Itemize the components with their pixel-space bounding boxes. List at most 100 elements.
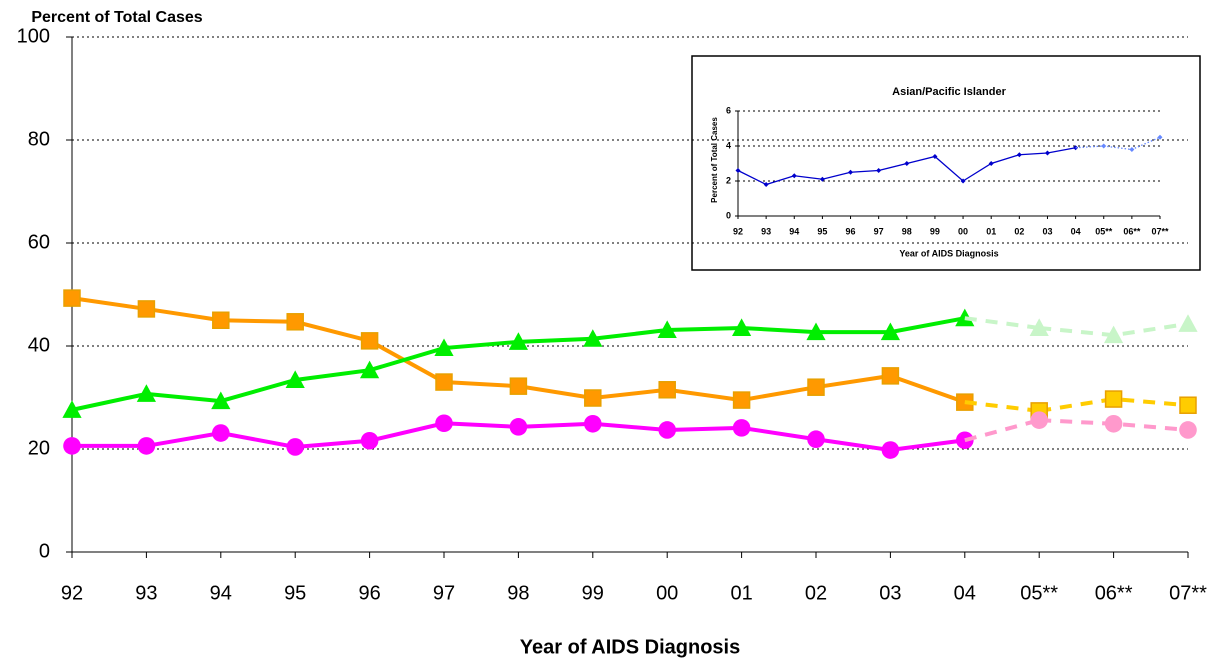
x-tick-label: 96 xyxy=(358,582,380,604)
x-tick-label: 03 xyxy=(1042,226,1052,236)
y-tick-label: 60 xyxy=(28,231,50,253)
y-axis-label: Percent of Total Cases xyxy=(710,117,719,203)
projection-connector xyxy=(964,400,1040,413)
marker xyxy=(1104,390,1123,408)
x-tick-label: 97 xyxy=(874,226,884,236)
x-tick-label: 99 xyxy=(930,226,940,236)
marker xyxy=(435,414,453,433)
marker xyxy=(285,370,305,388)
marker xyxy=(819,176,825,182)
x-tick-label: 07** xyxy=(1151,226,1169,236)
marker xyxy=(360,332,379,350)
x-tick-label: 94 xyxy=(789,226,799,236)
x-tick-label: 05** xyxy=(1095,226,1113,236)
marker xyxy=(435,373,453,391)
x-tick-label: 06** xyxy=(1123,226,1141,236)
x-tick-label: 97 xyxy=(433,582,455,604)
marker xyxy=(763,182,769,187)
marker xyxy=(876,168,882,173)
marker xyxy=(434,338,454,357)
x-tick-label: 98 xyxy=(507,582,529,604)
marker xyxy=(137,437,156,455)
x-tick-label: 95 xyxy=(284,582,306,604)
marker xyxy=(212,424,230,442)
marker xyxy=(360,431,379,450)
x-tick-label: 93 xyxy=(761,226,771,236)
marker xyxy=(732,318,752,336)
marker xyxy=(63,289,81,307)
inset-frame xyxy=(691,55,1201,271)
marker xyxy=(1029,318,1049,336)
marker xyxy=(881,367,900,385)
marker xyxy=(360,360,380,379)
y-axis-label: Percent of Total Cases xyxy=(31,9,202,26)
projection-connector xyxy=(964,418,1040,443)
marker xyxy=(791,173,797,179)
projection-connector xyxy=(964,316,1040,330)
projection-connector xyxy=(1075,145,1104,149)
x-tick-label: 06** xyxy=(1095,582,1133,604)
chart-title: Asian/Pacific Islander xyxy=(892,86,1006,98)
marker xyxy=(1044,150,1050,156)
marker xyxy=(508,332,528,350)
marker xyxy=(732,391,751,409)
x-tick-label: 92 xyxy=(733,226,743,236)
marker xyxy=(880,322,900,341)
x-axis-label: Year of AIDS Diagnosis xyxy=(899,248,998,258)
x-tick-label: 01 xyxy=(986,226,996,236)
x-tick-label: 01 xyxy=(730,582,752,604)
marker xyxy=(286,313,304,331)
x-tick-label: 92 xyxy=(61,582,83,604)
x-tick-label: 04 xyxy=(1071,226,1081,236)
marker xyxy=(509,377,528,395)
marker xyxy=(584,414,602,433)
x-tick-label: 96 xyxy=(846,226,856,236)
marker xyxy=(286,438,305,456)
marker xyxy=(1101,143,1107,149)
marker xyxy=(212,311,230,329)
x-tick-label: 00 xyxy=(958,226,968,236)
marker xyxy=(137,300,156,318)
marker xyxy=(1016,152,1022,158)
y-tick-label: 0 xyxy=(726,210,731,220)
marker xyxy=(509,418,528,436)
marker xyxy=(63,437,81,455)
marker xyxy=(62,400,82,418)
marker xyxy=(955,308,975,327)
marker xyxy=(960,178,966,184)
marker xyxy=(1178,314,1198,332)
marker xyxy=(1179,421,1197,439)
y-tick-label: 40 xyxy=(28,334,50,356)
marker xyxy=(658,421,676,439)
marker xyxy=(848,169,854,175)
marker xyxy=(1030,411,1048,429)
x-tick-label: 00 xyxy=(656,582,678,604)
marker xyxy=(735,168,741,173)
y-tick-label: 20 xyxy=(28,437,50,459)
marker xyxy=(932,154,938,159)
marker xyxy=(657,320,677,339)
marker xyxy=(904,161,910,166)
y-tick-label: 80 xyxy=(28,128,50,150)
marker xyxy=(584,389,602,407)
y-tick-label: 2 xyxy=(726,175,731,185)
marker xyxy=(1104,414,1123,433)
marker xyxy=(658,381,676,399)
x-tick-label: 98 xyxy=(902,226,912,236)
x-tick-label: 05** xyxy=(1020,582,1058,604)
x-tick-label: 04 xyxy=(954,582,976,604)
x-tick-label: 94 xyxy=(210,582,232,604)
y-tick-label: 100 xyxy=(17,25,50,47)
marker xyxy=(732,419,751,437)
marker xyxy=(211,391,231,410)
y-tick-label: 0 xyxy=(39,540,50,562)
marker xyxy=(881,441,900,459)
y-tick-label: 4 xyxy=(726,140,731,150)
x-tick-label: 07** xyxy=(1169,582,1207,604)
x-tick-label: 99 xyxy=(582,582,604,604)
x-tick-label: 02 xyxy=(805,582,827,604)
marker xyxy=(806,322,826,341)
x-tick-label: 02 xyxy=(1014,226,1024,236)
x-axis-label: Year of AIDS Diagnosis xyxy=(520,636,740,658)
